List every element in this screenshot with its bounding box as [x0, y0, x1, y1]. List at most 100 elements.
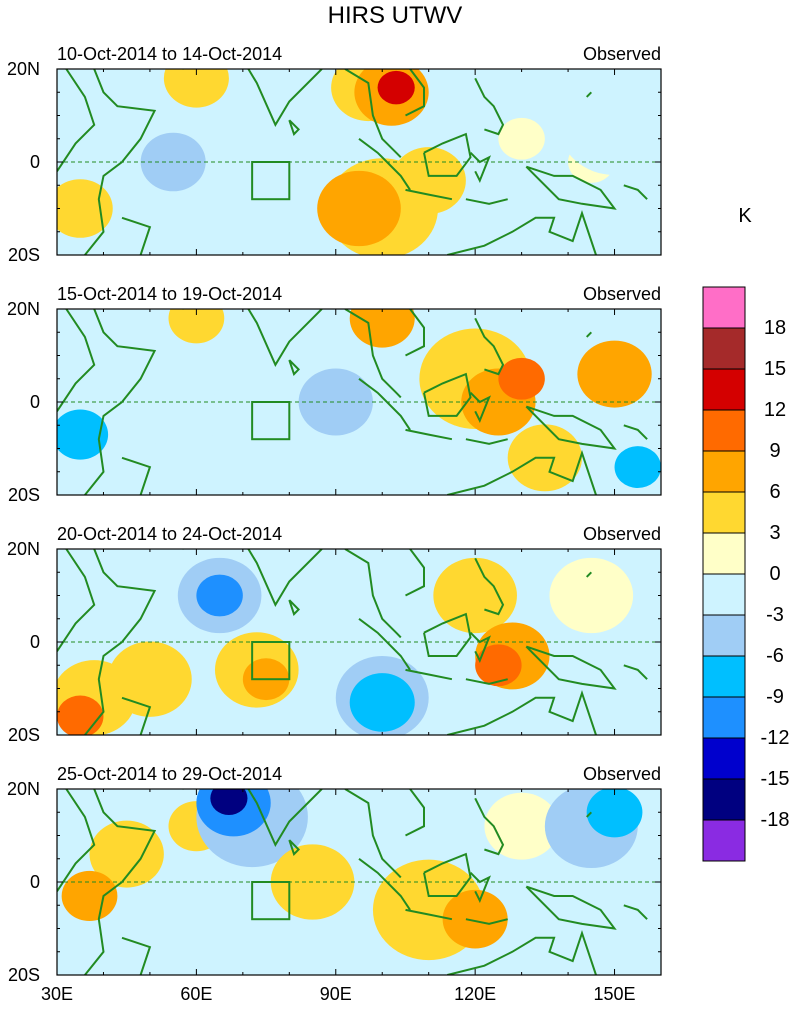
coastline — [247, 309, 323, 367]
colorbar-tick-label: -15 — [761, 768, 790, 790]
map-panel-2: 20N 0 20S 15-Oct-2014 to 19-Oct-2014 Observe… — [7, 284, 662, 505]
coastline — [405, 549, 425, 597]
coastline — [469, 151, 492, 184]
colorbar-tick-label: -6 — [766, 645, 784, 667]
anomaly-blob — [70, 131, 118, 174]
coastline — [247, 789, 323, 847]
anomaly-field — [57, 789, 661, 975]
colorbar-tick-label: 18 — [764, 317, 786, 339]
coastline — [288, 359, 301, 376]
anomaly-field — [57, 69, 661, 255]
coastline — [525, 645, 617, 690]
coastline — [247, 549, 323, 607]
anomaly-blob — [205, 382, 281, 450]
coastline — [358, 857, 411, 911]
anomaly-blob — [303, 566, 369, 625]
coastline — [358, 617, 411, 671]
coastline — [585, 91, 593, 98]
colorbar-tick-label: 6 — [769, 481, 780, 503]
colorbar-tick-label: 0 — [769, 563, 780, 585]
coastline — [447, 210, 597, 255]
coastline — [423, 132, 472, 177]
anomaly-blob — [479, 194, 564, 255]
coastline — [474, 557, 505, 616]
coastline — [525, 165, 617, 210]
coastline — [423, 852, 472, 897]
coastline — [288, 839, 301, 856]
colorbar-swatch — [702, 532, 746, 575]
coastline — [405, 69, 425, 117]
coastline — [405, 908, 453, 921]
colorbar-swatch — [702, 614, 746, 657]
anomaly-blob — [549, 557, 634, 634]
coastline — [585, 331, 593, 338]
coastline — [405, 188, 453, 201]
colorbar-swatch — [702, 778, 746, 821]
anomaly-blob — [349, 309, 415, 348]
coastline — [447, 449, 597, 495]
lon-label: 60E — [180, 984, 212, 1004]
coastline — [84, 789, 157, 975]
lon-label: 90E — [320, 984, 352, 1004]
coastline — [405, 668, 453, 681]
coastline — [344, 309, 402, 399]
anomaly-blob — [57, 409, 109, 460]
colorbar-swatch — [702, 737, 746, 780]
anomaly-blob — [163, 69, 229, 108]
coastline — [121, 456, 152, 495]
colorbar-swatch — [702, 491, 746, 534]
anomaly-blob — [57, 179, 113, 238]
map-panel-3: 20N 0 20S 20-Oct-2014 to 24-Oct-2014 Observe… — [7, 524, 662, 745]
panel-label: Observed — [583, 764, 661, 784]
colorbar-swatch — [702, 286, 746, 329]
lat-label: 20S — [8, 725, 40, 745]
anomaly-blob — [475, 644, 522, 687]
anomaly-blob — [298, 368, 373, 436]
colorbar-swatch — [702, 409, 746, 452]
coastline — [525, 405, 617, 450]
coastline — [623, 904, 648, 920]
anomaly-blob — [61, 870, 118, 922]
lat-label: 0 — [30, 152, 40, 172]
anomaly-blob — [210, 789, 248, 816]
panel-period: 25-Oct-2014 to 29-Oct-2014 — [57, 764, 282, 784]
coastline — [405, 428, 453, 441]
coastline — [469, 871, 492, 904]
colorbar-tick-label: -18 — [761, 809, 790, 831]
colorbar-tick-label: 9 — [769, 440, 780, 462]
coastline — [465, 918, 508, 925]
coastline — [57, 69, 96, 172]
coastline — [423, 372, 472, 417]
coastline — [405, 309, 425, 357]
lon-label: 30E — [41, 984, 73, 1004]
coastline — [121, 696, 152, 735]
panel-label: Observed — [583, 524, 661, 544]
map-panel-4: 20N 0 20S 25-Oct-2014 to 29-Oct-2014 Observe… — [7, 764, 662, 1004]
colorbar-tick-label: -12 — [761, 727, 790, 749]
anomaly-blob — [586, 789, 643, 838]
coastline — [405, 789, 425, 837]
coastline — [623, 184, 648, 200]
panel-period: 20-Oct-2014 to 24-Oct-2014 — [57, 524, 282, 544]
colorbar-swatch — [702, 696, 746, 739]
lat-label: 0 — [30, 632, 40, 652]
anomaly-blob — [349, 673, 415, 732]
coastline — [447, 689, 597, 735]
lat-label: 20N — [7, 299, 40, 319]
lon-label: 150E — [594, 984, 636, 1004]
anomaly-blob — [498, 357, 545, 400]
anomaly-blob — [582, 631, 648, 690]
coastline — [423, 612, 472, 657]
coastline — [57, 309, 96, 412]
coastline — [344, 549, 402, 639]
panel-period: 15-Oct-2014 to 19-Oct-2014 — [57, 284, 282, 304]
coastline — [57, 549, 96, 652]
lat-label: 0 — [30, 872, 40, 892]
coastline — [84, 69, 157, 255]
anomaly-blob — [140, 132, 206, 192]
coastline — [121, 216, 152, 255]
coastline — [474, 317, 505, 376]
coastline — [288, 599, 301, 616]
anomaly-blob — [57, 695, 104, 735]
